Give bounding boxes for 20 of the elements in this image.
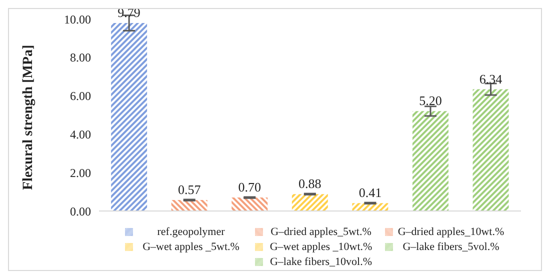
y-tick-label: 8.00	[70, 50, 91, 65]
legend-label: G–dried apples_5wt.%	[270, 225, 372, 240]
data-label: 5.20	[419, 93, 442, 108]
y-tick-label: 6.00	[70, 89, 91, 104]
data-label: 6.34	[479, 71, 503, 86]
legend-label: ref.geopolymer	[156, 225, 226, 240]
legend-label: G–wet apples _5wt.%	[142, 240, 240, 255]
y-tick-label: 0.00	[70, 204, 91, 218]
y-tick-label: 10.00	[64, 12, 91, 26]
legend-label: G–wet apples _10wt.%	[268, 240, 374, 255]
legend-label: G–dried apples_10wt.%	[397, 225, 505, 240]
data-label: 0.41	[358, 185, 382, 200]
legend-label: G–lake fibers_5vol.%	[402, 240, 500, 255]
y-axis-title: Flexural strength [MPa]	[20, 44, 36, 190]
legend-label: G–lake fibers_10vol.%	[268, 255, 374, 270]
y-tick-label: 2.00	[70, 166, 91, 180]
data-label: 0.57	[178, 182, 202, 198]
data-label: 0.88	[298, 176, 322, 192]
data-label: 0.70	[238, 180, 262, 195]
y-tick-label: 4.00	[70, 127, 91, 142]
